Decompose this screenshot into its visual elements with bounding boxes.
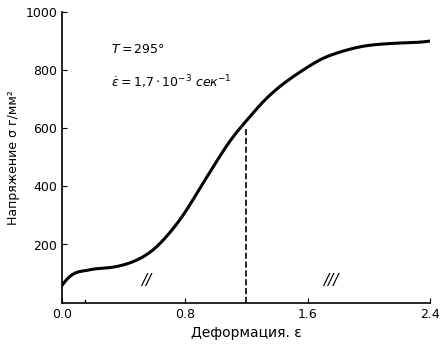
Text: $T = 295°$: $T = 295°$ [111, 43, 165, 56]
Y-axis label: Напряжение σ г/мм²: Напряжение σ г/мм² [7, 90, 20, 225]
Text: ///: /// [323, 273, 338, 288]
Text: $\dot{\varepsilon} = 1{,}7 \cdot 10^{-3}\ \mathregular{сек}^{-1}$: $\dot{\varepsilon} = 1{,}7 \cdot 10^{-3}… [111, 73, 232, 91]
X-axis label: Деформация. ε: Деформация. ε [191, 326, 302, 340]
Text: //: // [141, 273, 152, 288]
